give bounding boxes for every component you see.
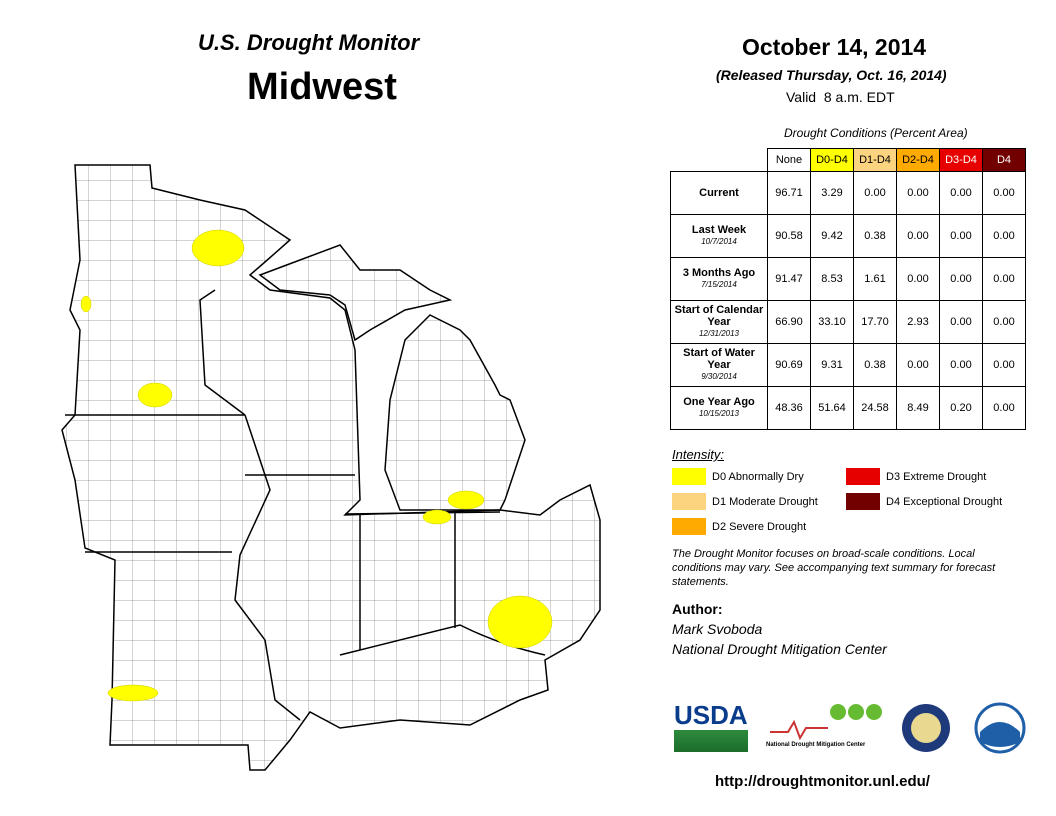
cell: 90.58	[767, 214, 811, 258]
usda-field	[674, 730, 748, 752]
cell: 0.00	[982, 214, 1026, 258]
cell: 33.10	[810, 300, 854, 344]
column-header: D4	[982, 148, 1026, 172]
states	[61, 164, 601, 771]
released: (Released Thursday, Oct. 16, 2014)	[716, 67, 947, 83]
legend-label: D0 Abnormally Dry	[712, 471, 804, 483]
row-label: Start of Water Year 9/30/2014	[670, 343, 768, 387]
cell: 0.00	[939, 257, 983, 301]
legend-title: Intensity:	[672, 447, 725, 462]
row-name: Last Week	[691, 224, 747, 236]
cell: 0.00	[853, 171, 897, 215]
column-header: D2-D4	[896, 148, 940, 172]
row-name: Start of Water Year	[683, 347, 755, 371]
column-header: D0-D4	[810, 148, 854, 172]
conditions-table: None D0-D4 D1-D4 D2-D4 D3-D4 D4 Current 96.71 3.…	[670, 148, 1026, 430]
legend-swatch	[846, 468, 880, 485]
title: U.S. Drought Monitor	[198, 30, 420, 55]
cell: 0.00	[896, 343, 940, 387]
valid: Valid 8 a.m. EDT	[786, 89, 895, 105]
cell: 90.69	[767, 343, 811, 387]
region: Midwest	[247, 66, 397, 108]
drought-areas	[80, 229, 553, 702]
cell: 1.61	[853, 257, 897, 301]
row-label: Start of Calendar Year 12/31/2013	[670, 300, 768, 344]
legend-swatch	[846, 493, 880, 510]
url: http://droughtmonitor.unl.edu/	[715, 773, 930, 790]
cell: 0.00	[939, 343, 983, 387]
legend-label: D1 Moderate Drought	[712, 496, 818, 508]
corner	[671, 149, 768, 172]
cell: 0.38	[853, 214, 897, 258]
cell: 2.93	[896, 300, 940, 344]
cell: 0.00	[896, 214, 940, 258]
row: Start of Water Year 9/30/2014 90.69 9.31 0.3…	[670, 343, 1026, 387]
cell: 0.38	[853, 343, 897, 387]
row-name: 3 Months Ago	[682, 267, 756, 279]
row: One Year Ago 10/15/2013 48.36 51.64 24.58 8.4…	[670, 386, 1026, 430]
cell: 0.00	[982, 300, 1026, 344]
row-date: 10/7/2014	[701, 237, 737, 246]
cell: 96.71	[767, 171, 811, 215]
cell: 8.49	[896, 386, 940, 430]
cell: 9.31	[810, 343, 854, 387]
table-caption: Drought Conditions (Percent Area)	[784, 126, 968, 140]
row-label: Last Week 10/7/2014	[670, 214, 768, 258]
legend-swatch	[672, 468, 706, 485]
column-header: D3-D4	[939, 148, 983, 172]
row-date: 7/15/2014	[701, 280, 737, 289]
legend-label: D4 Exceptional Drought	[886, 496, 1003, 508]
cell: 51.64	[810, 386, 854, 430]
column-header: D1-D4	[853, 148, 897, 172]
header-row: None D0-D4 D1-D4 D2-D4 D3-D4 D4	[671, 148, 1026, 172]
date: October 14, 2014	[742, 34, 927, 60]
cell: 0.00	[896, 171, 940, 215]
cell: 0.00	[982, 386, 1026, 430]
author-heading: Author:	[672, 601, 723, 617]
cell: 48.36	[767, 386, 811, 430]
row-label: Current	[670, 171, 768, 215]
usda-logo: USDA	[674, 700, 748, 730]
row: Last Week 10/7/2014 90.58 9.42 0.38 0.00 0.00 0…	[670, 214, 1026, 258]
ndmc-icon	[770, 704, 882, 740]
row-name: Current	[699, 187, 739, 199]
row-name: One Year Ago	[683, 396, 755, 408]
cell: 0.00	[982, 171, 1026, 215]
cell: 3.29	[810, 171, 854, 215]
cell: 66.90	[767, 300, 811, 344]
cell: 0.00	[896, 257, 940, 301]
author-name: Mark Svoboda	[672, 621, 763, 637]
row-date: 9/30/2014	[701, 372, 737, 381]
row-label: One Year Ago 10/15/2013	[670, 386, 768, 430]
ndmc-logo: National Drought Mitigation Center	[766, 742, 866, 748]
cell: 9.42	[810, 214, 854, 258]
cell: 0.00	[939, 171, 983, 215]
note: The Drought Monitor focuses on broad-sca…	[672, 548, 996, 588]
cell: 17.70	[853, 300, 897, 344]
legend-swatch	[672, 518, 706, 535]
cell: 8.53	[810, 257, 854, 301]
cell: 0.00	[982, 343, 1026, 387]
author-org: National Drought Mitigation Center	[672, 641, 887, 657]
map	[61, 164, 601, 771]
legend-label: D2 Severe Drought	[712, 521, 807, 533]
cell: 24.58	[853, 386, 897, 430]
row: Start of Calendar Year 12/31/2013 66.90 33.…	[670, 300, 1026, 344]
row: 3 Months Ago 7/15/2014 91.47 8.53 1.61 0.00 0.…	[670, 257, 1026, 301]
row-label: 3 Months Ago 7/15/2014	[670, 257, 768, 301]
cell: 91.47	[767, 257, 811, 301]
row-date: 12/31/2013	[698, 329, 740, 338]
legend-swatch	[672, 493, 706, 510]
cell: 0.00	[982, 257, 1026, 301]
cell: 0.20	[939, 386, 983, 430]
cell: 0.00	[939, 300, 983, 344]
cell: 0.00	[939, 214, 983, 258]
legend-label: D3 Extreme Drought	[886, 471, 987, 483]
column-header: None	[767, 148, 811, 172]
row-name: Start of Calendar Year	[674, 304, 764, 328]
agency-seals	[902, 702, 1026, 754]
row-date: 10/15/2013	[698, 409, 740, 418]
row: Current 96.71 3.29 0.00 0.00 0.00 0.00	[670, 171, 1026, 215]
